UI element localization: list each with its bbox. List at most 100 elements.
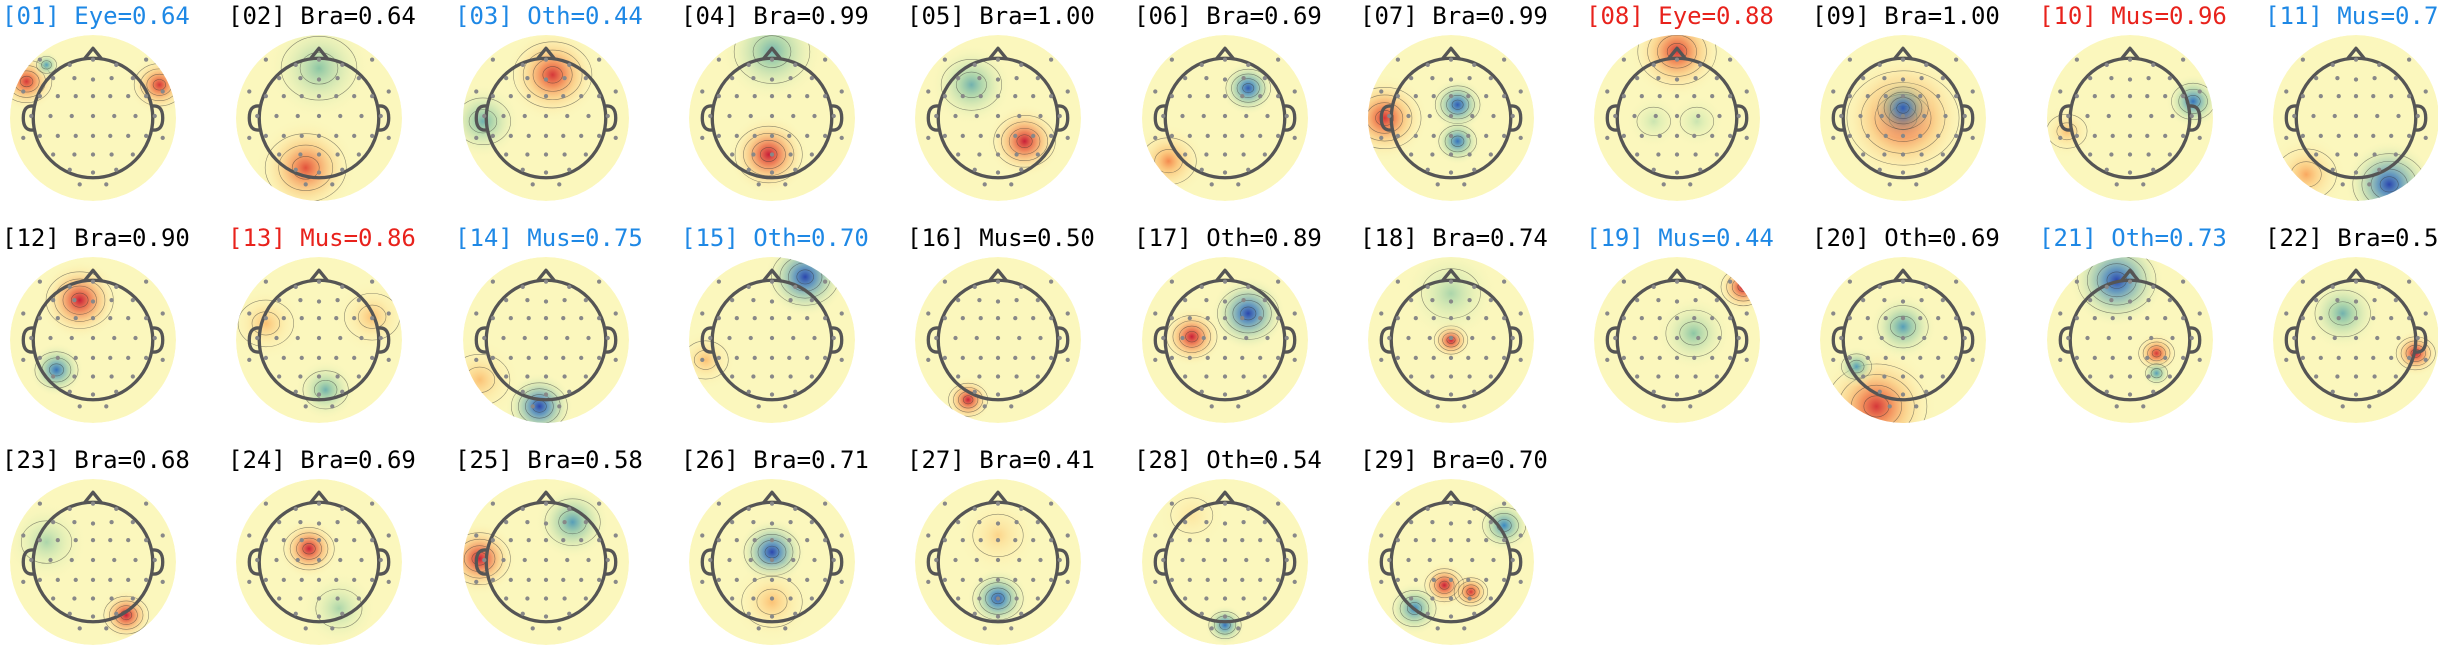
electrode-dot <box>605 335 610 341</box>
electrode-dot <box>1467 596 1472 601</box>
electrode-dot <box>960 537 965 543</box>
electrode-dot <box>316 596 322 601</box>
electrode-dot <box>1861 76 1866 81</box>
electrode-dot <box>1501 315 1507 321</box>
electrode-dot <box>90 299 96 304</box>
electrode-dot <box>281 355 286 361</box>
electrode-dot <box>1605 89 1610 94</box>
electrode-dot <box>730 152 735 157</box>
electrode-dot <box>2088 374 2093 379</box>
electrode-dot <box>526 577 531 583</box>
electrode-dot <box>1621 279 1627 284</box>
electrode-dot <box>48 335 53 341</box>
component-title: [18] Bra=0.74 <box>1360 224 1548 252</box>
electrode-dot <box>369 133 375 139</box>
electrode-dot <box>526 93 531 99</box>
electrode-dot <box>474 89 479 94</box>
electrode-dot <box>2109 76 2114 81</box>
electrode-dot <box>2110 355 2115 361</box>
electrode-dot <box>2377 167 2382 172</box>
electrode-dot <box>716 133 722 139</box>
electrode-dot <box>316 355 322 361</box>
electrode-dot <box>752 315 757 321</box>
electrode-dot <box>1205 315 1210 321</box>
electrode-dot <box>1153 533 1158 538</box>
electrode-dot <box>1919 298 1924 303</box>
electrode-dot <box>583 596 588 601</box>
contour-line <box>463 532 511 585</box>
electrode-dot <box>1953 279 1959 284</box>
electrode-dot <box>2367 404 2372 409</box>
electrode-dot <box>2423 89 2428 94</box>
electrode-dot <box>316 335 322 341</box>
electrode-dot <box>1222 279 1228 284</box>
electrode-dot <box>335 520 340 525</box>
electrode-dot <box>1510 335 1515 341</box>
electrode-dot <box>2170 113 2175 119</box>
electrode-dot <box>769 133 775 139</box>
electrode-dot <box>109 152 114 157</box>
electrode-dot <box>90 501 96 506</box>
electrode-dot <box>2180 279 2186 284</box>
electrode-dot <box>330 626 335 631</box>
electrode-dot <box>263 133 269 139</box>
electrode-dot <box>2284 89 2289 94</box>
contour-line <box>109 600 144 630</box>
electrode-dot <box>1427 113 1432 119</box>
electrode-dot <box>942 501 948 506</box>
component-title: [02] Bra=0.64 <box>228 2 416 30</box>
electrode-dot <box>335 152 340 157</box>
electrode-dot <box>352 577 357 583</box>
negative-activation-blob <box>1221 61 1275 115</box>
electrode-dot <box>565 335 570 341</box>
electrode-dot <box>2092 93 2097 99</box>
electrode-dot <box>1698 284 1703 290</box>
electrode-dot <box>2127 93 2133 99</box>
contour-line <box>278 144 334 191</box>
electrode-dot <box>1035 374 1040 379</box>
negative-activation-blob <box>2306 276 2380 350</box>
electrode-dot <box>562 374 567 379</box>
electrode-dot <box>1379 533 1384 538</box>
electrode-dot <box>378 113 383 119</box>
electrode-dot <box>700 135 705 141</box>
electrode-dot <box>504 152 509 157</box>
contour-line <box>2056 122 2078 141</box>
left-ear <box>247 548 261 576</box>
electrode-dot <box>1204 298 1209 303</box>
electrode-dot <box>263 501 269 506</box>
nose-marker <box>1893 46 1913 60</box>
electrode-dot <box>1501 577 1507 583</box>
electrode-dot <box>1379 135 1384 141</box>
electrode-dot <box>1187 315 1192 321</box>
electrode-dot <box>277 298 282 303</box>
electrode-dot <box>130 152 135 157</box>
electrode-dot <box>769 57 775 62</box>
electrode-dot <box>1510 557 1515 563</box>
electrode-dot <box>1924 389 1929 394</box>
electrode-dot <box>2110 133 2115 139</box>
electrode-dot <box>1918 133 1923 139</box>
left-ear <box>1379 104 1393 132</box>
electrode-dot <box>751 520 756 525</box>
electrode-dot <box>543 335 549 341</box>
contour-line <box>1444 130 1471 153</box>
electrode-dot <box>77 182 82 187</box>
electrode-dot <box>2335 76 2340 81</box>
left-ear <box>1153 104 1167 132</box>
electrode-dot <box>596 279 602 284</box>
electrode-dot <box>1635 76 1640 81</box>
nose-marker <box>762 46 782 60</box>
electrode-dot <box>77 626 82 631</box>
electrode-dot <box>567 62 572 68</box>
electrode-dot <box>1466 93 1471 99</box>
electrode-dot <box>2088 298 2093 303</box>
electrode-dot <box>1048 501 1054 506</box>
electrode-dot <box>340 167 345 172</box>
electrode-dot <box>1199 611 1204 616</box>
electrode-dot <box>1488 152 1493 157</box>
electrode-dot <box>1241 152 1246 157</box>
electrode-dot <box>298 520 303 525</box>
electrode-dot <box>730 76 735 81</box>
electrode-dot <box>1639 133 1644 139</box>
